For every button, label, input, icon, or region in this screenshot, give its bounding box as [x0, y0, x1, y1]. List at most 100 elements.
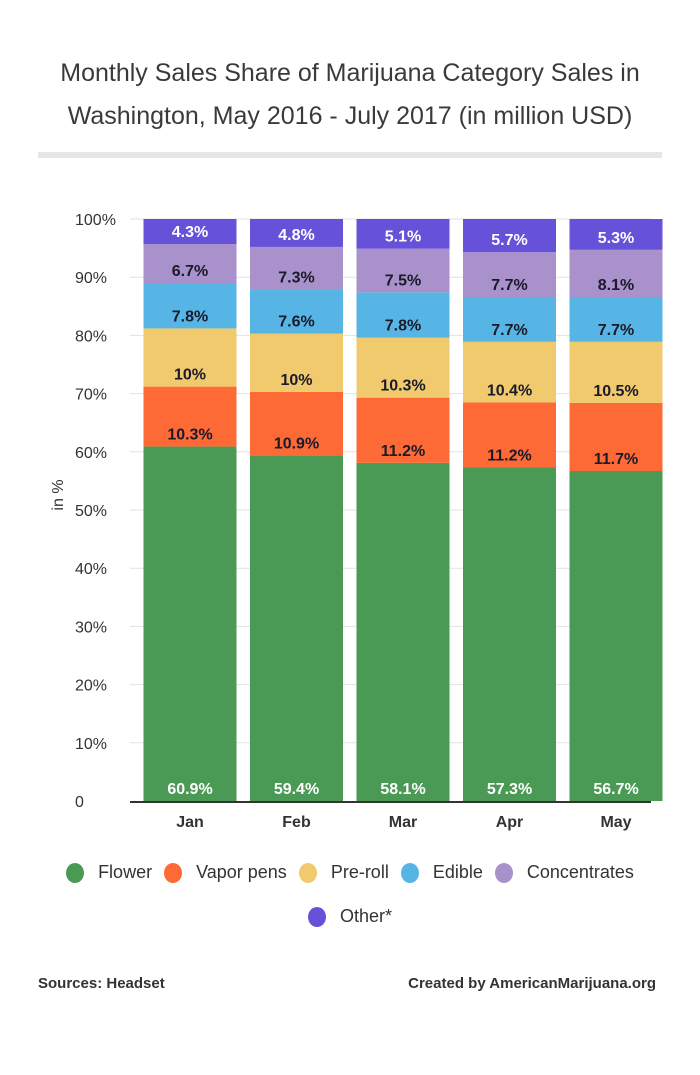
- legend-label: Flower: [98, 862, 153, 882]
- legend-dot-icon: [298, 862, 317, 883]
- data-label: 7.8%: [385, 318, 421, 335]
- data-label: 7.7%: [491, 277, 527, 294]
- bar-segment-edible-jan: [143, 283, 237, 329]
- data-label: 6.7%: [172, 263, 208, 280]
- bar-segment-edible-may: [569, 296, 663, 342]
- bar-segment-other--apr: [463, 219, 556, 253]
- bar-segment-pre-roll-jan: [143, 328, 237, 387]
- source-note: Sources: Headset: [38, 975, 165, 992]
- title-line-1: Monthly Sales Share of Marijuana Categor…: [60, 59, 640, 87]
- y-tick-label: 90%: [75, 270, 107, 287]
- bar-segment-other--mar: [356, 219, 450, 249]
- data-label: 11.2%: [487, 448, 531, 465]
- bar-segment-pre-roll-mar: [356, 337, 450, 398]
- legend-dot-icon: [307, 906, 326, 927]
- stacked-bar-chart: 0 10% 20% 30% 40% 50% 60% 70% 80% 90% 100% in % 60.9…: [50, 212, 663, 831]
- y-tick-label: 60%: [75, 445, 107, 462]
- bar-segment-other--feb: [250, 219, 343, 247]
- data-label: 11.7%: [594, 451, 638, 468]
- bar-segment-flower-may: [569, 471, 663, 801]
- bar-segment-vapor-pens-may: [569, 402, 663, 472]
- data-label: 5.3%: [598, 230, 634, 247]
- bar-segment-vapor-pens-jan: [143, 386, 237, 447]
- x-tick-label: Jan: [176, 814, 204, 831]
- y-tick-label: 80%: [75, 328, 107, 345]
- legend-dot-icon: [494, 862, 513, 883]
- bar-segment-flower-mar: [356, 462, 450, 801]
- y-tick-label: 100%: [75, 212, 116, 229]
- bar-segment-pre-roll-may: [569, 341, 663, 403]
- legend-dot-icon: [400, 862, 419, 883]
- bar-segment-concentrates-feb: [250, 246, 343, 290]
- chart-title: Monthly Sales Share of Marijuana Categor…: [20, 52, 680, 138]
- data-label: 10.9%: [274, 435, 319, 452]
- data-label: 7.8%: [172, 308, 208, 325]
- data-label: 7.5%: [385, 272, 421, 289]
- y-tick-label: 40%: [75, 561, 107, 578]
- legend-dot-icon: [66, 862, 85, 883]
- title-line-2: Washington, May 2016 - July 2017 (in mil…: [67, 102, 633, 130]
- legend-row-2: Other*: [0, 906, 700, 932]
- data-label: 56.7%: [593, 781, 638, 798]
- data-label: 11.2%: [381, 443, 425, 460]
- data-label: 4.3%: [172, 224, 208, 241]
- data-label: 5.7%: [491, 232, 527, 249]
- bar-segment-concentrates-jan: [143, 244, 237, 284]
- data-label: 10%: [280, 372, 312, 389]
- data-label: 8.1%: [598, 277, 634, 294]
- data-label: 4.8%: [278, 227, 314, 244]
- bar-segment-vapor-pens-feb: [250, 391, 343, 456]
- x-tick-label: Apr: [496, 814, 524, 831]
- legend-item: Pre-roll: [298, 862, 389, 883]
- title-divider: [38, 152, 662, 158]
- data-label: 10.4%: [487, 382, 532, 399]
- legend-dot-icon: [164, 862, 183, 883]
- legend-item: Edible: [400, 862, 483, 883]
- bar-segment-flower-apr: [463, 467, 556, 801]
- y-tick-label: 0: [75, 794, 84, 811]
- legend-item: Vapor pens: [164, 862, 287, 883]
- data-label: 10%: [174, 367, 206, 384]
- data-label: 58.1%: [380, 781, 425, 798]
- y-axis-label: in %: [50, 479, 67, 510]
- y-tick-label: 20%: [75, 678, 107, 695]
- bar-segment-other--may: [569, 219, 663, 250]
- legend-label: Vapor pens: [196, 862, 287, 882]
- bar-segment-edible-apr: [463, 296, 556, 342]
- bar-segment-vapor-pens-apr: [463, 402, 556, 468]
- data-label: 59.4%: [274, 781, 319, 798]
- x-tick-label: Feb: [282, 814, 311, 831]
- data-label: 60.9%: [167, 781, 212, 798]
- data-label: 7.7%: [598, 322, 634, 339]
- bar-segment-other--jan: [143, 219, 237, 245]
- x-tick-label: May: [600, 814, 631, 831]
- legend-item: Other*: [307, 906, 393, 927]
- y-tick-label: 50%: [75, 503, 107, 520]
- legend-label: Edible: [432, 862, 483, 882]
- legend-label: Concentrates: [526, 862, 634, 882]
- data-label: 10.3%: [167, 427, 212, 444]
- data-label: 7.3%: [278, 269, 314, 286]
- bar-segment-edible-feb: [250, 289, 343, 334]
- data-label: 10.5%: [593, 383, 638, 400]
- data-label: 7.6%: [278, 314, 314, 331]
- bar-segment-vapor-pens-mar: [356, 397, 450, 463]
- bar-segment-concentrates-mar: [356, 248, 450, 293]
- bar-segment-concentrates-may: [569, 249, 663, 297]
- legend-item: Concentrates: [494, 862, 634, 883]
- legend-row-1: Flower Vapor pens Pre-roll Edible Concentrat…: [0, 862, 700, 888]
- credit-note: Created by AmericanMarijuana.org: [408, 975, 656, 992]
- bar-segment-flower-jan: [143, 446, 237, 801]
- data-label: 5.1%: [385, 229, 421, 246]
- bar-segment-edible-mar: [356, 292, 450, 338]
- bar-segment-pre-roll-apr: [463, 341, 556, 403]
- data-label: 57.3%: [487, 781, 532, 798]
- legend-item: Flower: [66, 862, 152, 883]
- bar-segment-pre-roll-feb: [250, 333, 343, 392]
- legend-label: Pre-roll: [330, 862, 389, 882]
- data-label: 10.3%: [380, 378, 425, 395]
- legend-label: Other*: [339, 906, 393, 926]
- data-label: 7.7%: [491, 322, 527, 339]
- bar-segment-flower-feb: [250, 455, 343, 801]
- bar-segment-concentrates-apr: [463, 252, 556, 297]
